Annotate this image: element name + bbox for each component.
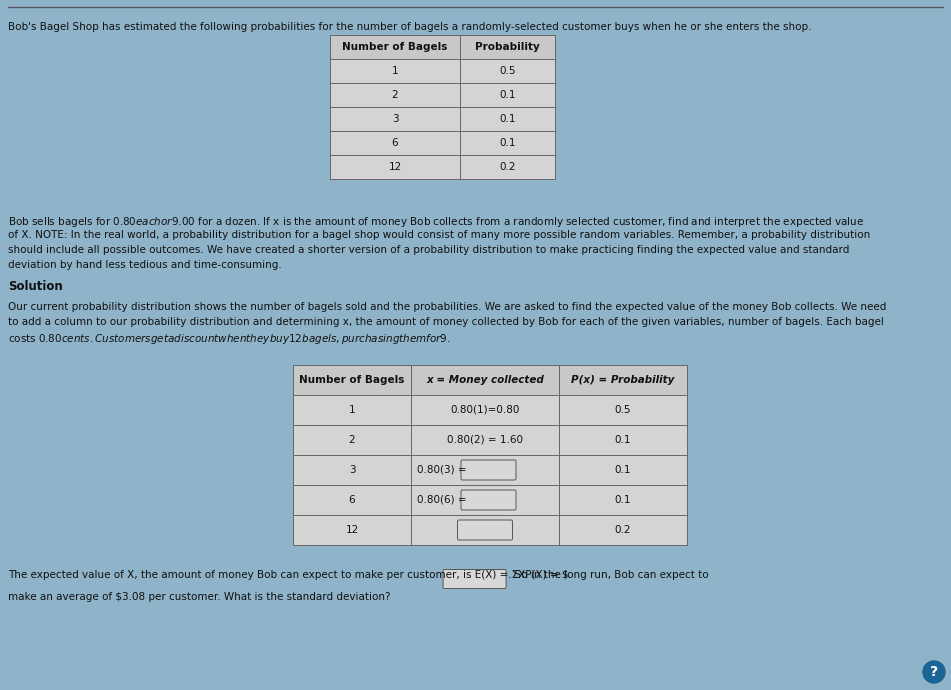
Bar [293,455,411,485]
Text: 0.80(3) =: 0.80(3) = [417,465,470,475]
Bar [330,155,460,179]
Text: Probability: Probability [476,42,540,52]
Bar [411,455,559,485]
Bar [460,83,555,107]
Text: of X. NOTE: In the real world, a probability distribution for a bagel shop would: of X. NOTE: In the real world, a probabi… [8,230,870,240]
Text: Our current probability distribution shows the number of bagels sold and the pro: Our current probability distribution sho… [8,302,886,312]
FancyBboxPatch shape [461,490,516,510]
Bar [293,485,411,515]
Text: 0.2: 0.2 [614,525,631,535]
Text: 0.80(2) = 1.60: 0.80(2) = 1.60 [447,435,523,445]
Text: 0.1: 0.1 [614,495,631,505]
Bar [293,365,411,395]
Text: 0.1: 0.1 [614,435,631,445]
Bar [330,59,460,83]
Text: 0.1: 0.1 [499,90,515,100]
Text: Bob's Bagel Shop has estimated the following probabilities for the number of bag: Bob's Bagel Shop has estimated the follo… [8,22,811,32]
Text: Solution: Solution [8,280,63,293]
Text: 0.1: 0.1 [499,138,515,148]
Text: deviation by hand less tedious and time-consuming.: deviation by hand less tedious and time-… [8,260,281,270]
Bar [559,425,687,455]
Text: 6: 6 [392,138,398,148]
Bar [411,395,559,425]
Text: 3: 3 [392,114,398,124]
Text: 2: 2 [349,435,356,445]
Bar [411,515,559,545]
FancyBboxPatch shape [443,569,506,589]
Bar [460,107,555,131]
Text: costs $0.80 cents. Customers get a discount when they buy 12 bagels, purchasing : costs $0.80 cents. Customers get a disco… [8,332,451,346]
Bar [411,485,559,515]
Bar [330,35,460,59]
Text: make an average of $3.08 per customer. What is the standard deviation?: make an average of $3.08 per customer. W… [8,592,391,602]
Bar [559,395,687,425]
Text: 6: 6 [349,495,356,505]
Text: 12: 12 [345,525,359,535]
Text: Number of Bagels: Number of Bagels [300,375,405,385]
Text: 2: 2 [392,90,398,100]
Bar [460,131,555,155]
Bar [330,83,460,107]
Text: 0.1: 0.1 [499,114,515,124]
Bar [559,485,687,515]
Bar [559,515,687,545]
Text: 0.1: 0.1 [614,465,631,475]
Text: 0.80(1)=0.80: 0.80(1)=0.80 [451,405,519,415]
Bar [559,455,687,485]
Bar [411,365,559,395]
Text: 1: 1 [392,66,398,76]
Text: Bob sells bagels for $0.80 each or $9.00 for a dozen. If x is the amount of mone: Bob sells bagels for $0.80 each or $9.00… [8,215,864,229]
Text: ?: ? [930,665,938,679]
Bar [460,59,555,83]
Text: should include all possible outcomes. We have created a shorter version of a pro: should include all possible outcomes. We… [8,245,849,255]
Bar [559,365,687,395]
Bar [460,155,555,179]
Text: 0.5: 0.5 [614,405,631,415]
Text: 12: 12 [388,162,401,172]
FancyBboxPatch shape [461,460,516,480]
Text: Number of Bagels: Number of Bagels [342,42,448,52]
FancyBboxPatch shape [457,520,513,540]
Bar [330,131,460,155]
Bar [330,107,460,131]
Bar [411,425,559,455]
Bar [293,515,411,545]
Text: 0.5: 0.5 [499,66,515,76]
Text: The expected value of X, the amount of money Bob can expect to make per customer: The expected value of X, the amount of m… [8,570,569,580]
Circle shape [923,661,945,683]
Bar [293,395,411,425]
Text: to add a column to our probability distribution and determining x, the amount of: to add a column to our probability distr… [8,317,883,327]
Bar [293,425,411,455]
Text: P(x) = Probability: P(x) = Probability [572,375,674,385]
Bar [460,35,555,59]
Text: x = Money collected: x = Money collected [426,375,544,385]
Text: . So in the long run, Bob can expect to: . So in the long run, Bob can expect to [508,570,708,580]
Text: 1: 1 [349,405,356,415]
Text: 0.80(6) =: 0.80(6) = [417,495,470,505]
Text: 3: 3 [349,465,356,475]
Text: 0.2: 0.2 [499,162,515,172]
